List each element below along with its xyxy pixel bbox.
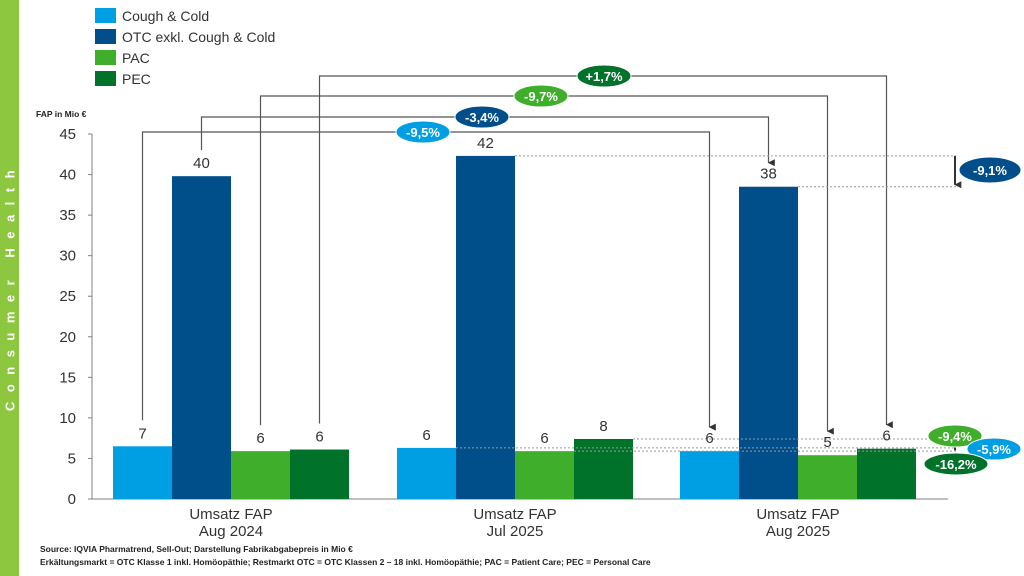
category-label: Jul 2025 [487, 523, 544, 540]
bar-value-label: 5 [823, 434, 831, 451]
bar-value-label: 6 [540, 430, 548, 447]
legend-swatch [95, 50, 116, 65]
bar-value-label: 42 [477, 135, 494, 152]
source-note: Source: IQVIA Pharmatrend, Sell-Out; Dar… [40, 544, 353, 554]
y-tick-label: 40 [59, 167, 76, 184]
sidebar-band [0, 0, 19, 576]
y-tick-label: 25 [59, 288, 76, 305]
mom-change-badge [927, 424, 983, 448]
definition-note: Erkältungsmarkt = OTC Klasse 1 inkl. Hom… [40, 557, 651, 567]
bar-value-label: 40 [193, 155, 210, 172]
legend: Cough & Cold OTC exkl. Cough & Cold PAC … [95, 5, 275, 89]
legend-item-cough-cold: Cough & Cold [95, 5, 275, 26]
category-label: Umsatz FAP [473, 506, 556, 523]
legend-item-pac: PAC [95, 47, 275, 68]
yoy-change-badge [454, 105, 510, 129]
bar-value-label: 7 [138, 425, 146, 442]
category-label: Aug 2024 [199, 523, 263, 540]
y-tick-label: 0 [68, 491, 76, 508]
y-tick-label: 15 [59, 369, 76, 386]
footer: Source: IQVIA Pharmatrend, Sell-Out; Dar… [40, 543, 651, 569]
bar [680, 451, 739, 499]
y-tick-label: 35 [59, 207, 76, 224]
bar [798, 455, 857, 499]
mom-change-label: -16,2% [935, 457, 977, 472]
bar [574, 438, 633, 499]
category-label: Umsatz FAP [756, 506, 839, 523]
legend-label: Cough & Cold [122, 7, 210, 24]
bar-value-label: 6 [882, 428, 890, 445]
mom-change-label: -9,4% [938, 429, 972, 444]
yoy-change-badge [513, 84, 569, 108]
category-label: Umsatz FAP [189, 506, 272, 523]
legend-item-pec: PEC [95, 68, 275, 89]
yoy-change-label: -3,4% [465, 110, 499, 125]
bar-value-label: 6 [422, 427, 430, 444]
yoy-change-label: -9,5% [406, 125, 440, 140]
bar-value-label: 6 [315, 429, 323, 446]
y-tick-label: 45 [59, 126, 76, 143]
y-tick-label: 5 [68, 450, 76, 467]
legend-label: PEC [122, 70, 151, 87]
bar [290, 449, 349, 499]
yoy-change-badge [576, 64, 632, 88]
bar-value-label: 8 [599, 418, 607, 435]
bar [739, 186, 798, 499]
legend-swatch [95, 29, 116, 44]
mom-change-badge [923, 452, 989, 476]
y-tick-label: 10 [59, 410, 76, 427]
bar [515, 451, 574, 499]
bar [456, 155, 515, 499]
bar [113, 446, 172, 499]
yoy-change-badge [395, 120, 451, 144]
bar-value-label: 6 [256, 430, 264, 447]
yoy-change-label: +1,7% [585, 69, 623, 84]
category-label: Aug 2025 [766, 523, 830, 540]
mom-change-label: -5,9% [977, 442, 1011, 457]
legend-label: PAC [122, 49, 150, 66]
y-axis-label: FAP in Mio € [36, 109, 87, 119]
mom-change-badge [966, 437, 1022, 461]
yoy-change-label: -9,7% [524, 89, 558, 104]
bar-value-label: 6 [705, 430, 713, 447]
legend-swatch [95, 8, 116, 23]
legend-swatch [95, 71, 116, 86]
mom-change-badge [958, 156, 1022, 184]
legend-item-otc: OTC exkl. Cough & Cold [95, 26, 275, 47]
bar [172, 176, 231, 499]
y-tick-label: 30 [59, 248, 76, 265]
legend-label: OTC exkl. Cough & Cold [122, 28, 276, 45]
bar-value-label: 38 [760, 166, 777, 183]
mom-change-label: -9,1% [973, 163, 1007, 178]
bar [857, 448, 916, 499]
y-tick-label: 20 [59, 329, 76, 346]
bar [231, 451, 290, 499]
bar [397, 447, 456, 499]
